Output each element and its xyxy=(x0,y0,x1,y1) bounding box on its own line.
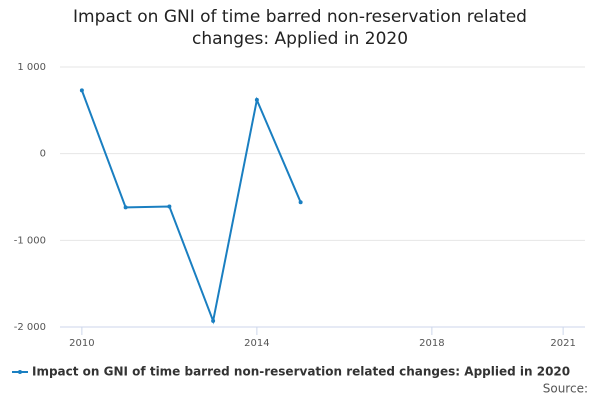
point xyxy=(211,318,216,323)
legend-label: Impact on GNI of time barred non-reserva… xyxy=(32,365,570,379)
y-tick-label: 0 xyxy=(40,149,46,160)
legend-marker xyxy=(18,370,22,374)
y-tick-label: -1 000 xyxy=(14,235,46,246)
point xyxy=(298,200,303,205)
x-tick-label: 2010 xyxy=(69,338,94,349)
y-tick-label: 1 000 xyxy=(17,62,46,73)
point xyxy=(79,88,84,93)
x-tick-label: 2014 xyxy=(244,338,269,349)
point xyxy=(254,97,259,102)
x-tick-label: 2018 xyxy=(419,338,444,349)
x-tick-label: 2021 xyxy=(550,338,575,349)
y-tick-label: -2 000 xyxy=(14,322,46,333)
chart-title: Impact on GNI of time barred non-reserva… xyxy=(73,7,527,49)
point xyxy=(123,205,128,210)
point xyxy=(167,204,172,209)
series-line xyxy=(80,90,302,325)
source: Source: xyxy=(543,382,588,396)
